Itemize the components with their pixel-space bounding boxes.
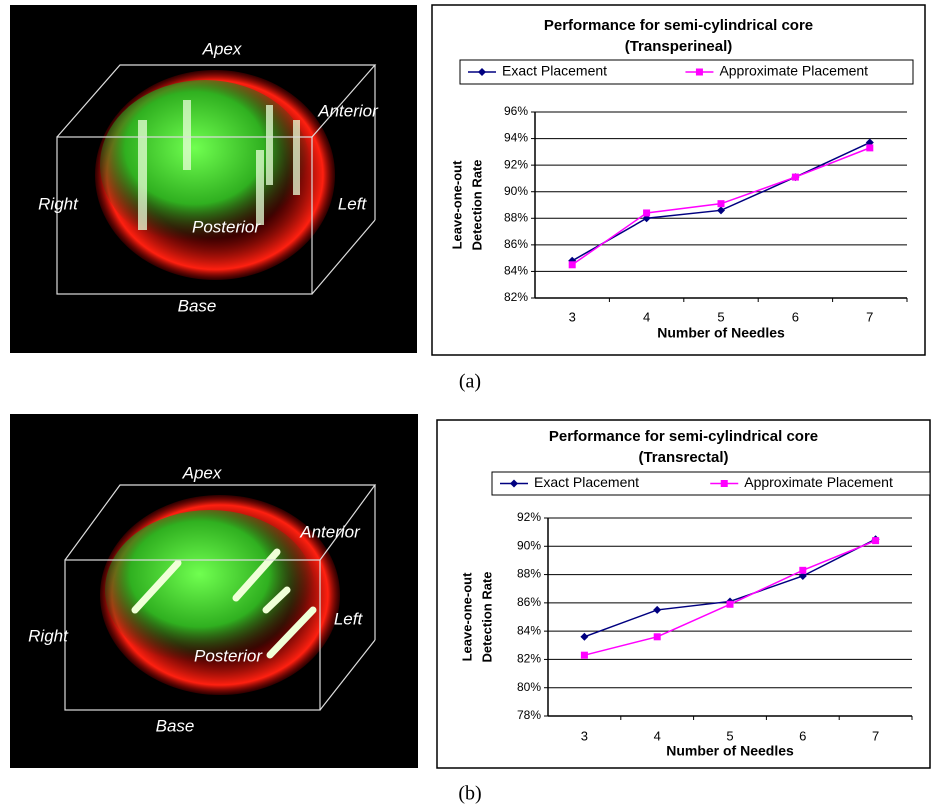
render-label: Right xyxy=(28,626,69,645)
render-label: Base xyxy=(156,716,195,735)
marker xyxy=(727,601,734,608)
marker xyxy=(718,200,725,207)
marker xyxy=(696,69,703,76)
y-axis-title: Detection Rate xyxy=(479,571,494,662)
render-label: Apex xyxy=(202,39,242,58)
legend-label: Exact Placement xyxy=(534,474,639,490)
x-tick-label: 7 xyxy=(872,728,879,743)
marker xyxy=(866,144,873,151)
figure-canvas: Apex Anterior Right Left Posterior Base … xyxy=(0,0,935,812)
render-label: Posterior xyxy=(192,217,261,236)
y-axis-title: Detection Rate xyxy=(469,159,484,250)
y-tick-label: 82% xyxy=(517,652,541,666)
legend-label: Approximate Placement xyxy=(719,63,868,79)
render-label: Left xyxy=(334,609,364,628)
caption: (b) xyxy=(458,783,481,805)
figure: Apex Anterior Right Left Posterior Base … xyxy=(0,0,935,812)
y-axis-title: Leave-one-out xyxy=(449,160,464,250)
render-a: Apex Anterior Right Left Posterior Base xyxy=(10,5,417,353)
y-tick-label: 88% xyxy=(504,210,528,224)
x-tick-label: 7 xyxy=(866,309,873,324)
x-tick-label: 5 xyxy=(726,728,733,743)
marker xyxy=(569,261,576,268)
y-tick-label: 90% xyxy=(517,538,541,552)
marker xyxy=(872,537,879,544)
y-tick-label: 92% xyxy=(517,510,541,524)
chart-title: Performance for semi-cylindrical core xyxy=(549,428,818,445)
x-tick-label: 4 xyxy=(654,728,661,743)
chart-title: Performance for semi-cylindrical core xyxy=(544,17,813,34)
render-label: Left xyxy=(338,194,368,213)
legend-label: Approximate Placement xyxy=(744,474,893,490)
y-tick-label: 86% xyxy=(517,595,541,609)
render-b: Apex Anterior Right Left Posterior Base xyxy=(10,414,418,768)
y-tick-label: 86% xyxy=(504,237,528,251)
marker xyxy=(721,480,728,487)
y-tick-label: 96% xyxy=(504,104,528,118)
x-axis-title: Number of Needles xyxy=(666,743,794,759)
x-tick-label: 3 xyxy=(581,728,588,743)
marker xyxy=(792,174,799,181)
x-tick-label: 3 xyxy=(569,309,576,324)
y-tick-label: 84% xyxy=(504,264,528,278)
y-tick-label: 94% xyxy=(504,131,528,145)
x-tick-label: 6 xyxy=(792,309,799,324)
render-label: Anterior xyxy=(317,101,379,120)
marker xyxy=(581,652,588,659)
x-tick-label: 5 xyxy=(717,309,724,324)
y-tick-label: 82% xyxy=(504,290,528,304)
marker xyxy=(799,567,806,574)
render-label: Anterior xyxy=(299,522,361,541)
y-tick-label: 84% xyxy=(517,623,541,637)
render-label: Base xyxy=(178,296,217,315)
legend-label: Exact Placement xyxy=(502,63,607,79)
render-label: Apex xyxy=(182,463,222,482)
y-tick-label: 92% xyxy=(504,157,528,171)
y-axis-title: Leave-one-out xyxy=(459,572,474,662)
caption: (a) xyxy=(459,371,481,393)
y-tick-label: 78% xyxy=(517,708,541,722)
x-tick-label: 4 xyxy=(643,309,650,324)
x-tick-label: 6 xyxy=(799,728,806,743)
y-tick-label: 90% xyxy=(504,184,528,198)
render-label: Right xyxy=(38,194,79,213)
chart-subtitle: (Transperineal) xyxy=(625,38,733,55)
x-axis-title: Number of Needles xyxy=(657,325,785,341)
marker xyxy=(654,633,661,640)
marker xyxy=(643,209,650,216)
y-tick-label: 88% xyxy=(517,567,541,581)
y-tick-label: 80% xyxy=(517,680,541,694)
chart-subtitle: (Transrectal) xyxy=(638,449,728,466)
render-label: Posterior xyxy=(194,646,263,665)
